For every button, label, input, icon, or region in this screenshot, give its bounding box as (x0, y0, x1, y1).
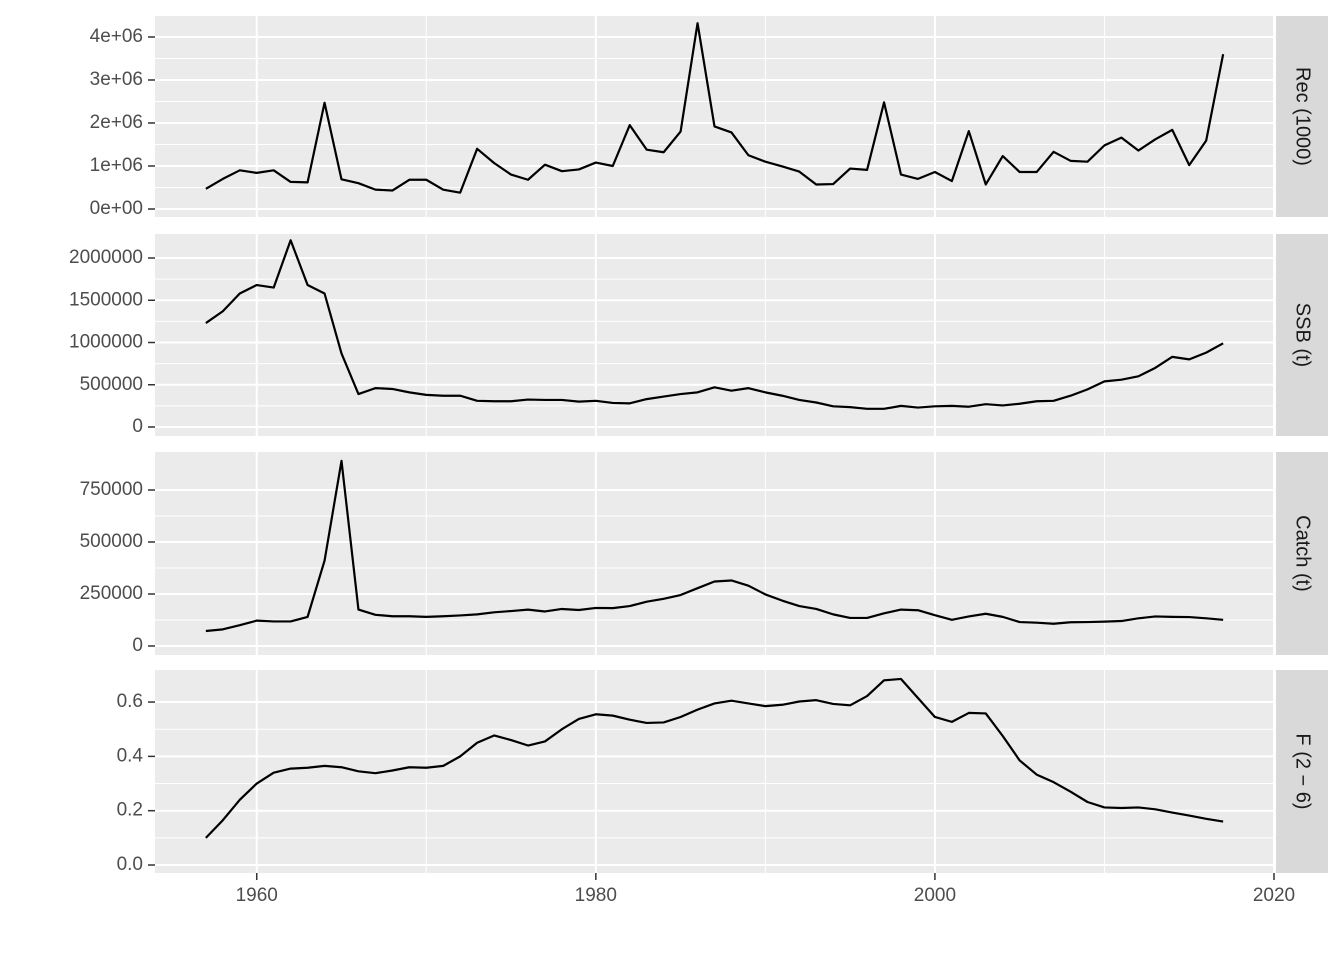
strip-label: F (2 − 6) (1292, 733, 1314, 809)
y-tick-label: 0.2 (117, 800, 143, 821)
y-tick-label: 0.0 (117, 854, 143, 875)
data-line (205, 22, 1225, 194)
x-tick-label: 2020 (1253, 885, 1295, 906)
y-tick-label: 250000 (80, 583, 143, 604)
y-tick-label: 3e+06 (90, 69, 143, 90)
x-tick-label: 2000 (914, 885, 956, 906)
y-tick-label: 1e+06 (90, 155, 143, 176)
data-line (205, 459, 1224, 633)
strip-label: Rec (1000) (1292, 67, 1314, 166)
y-tick-label: 0 (132, 416, 143, 437)
y-tick-label: 2e+06 (90, 112, 143, 133)
panel-background (155, 16, 1274, 217)
y-tick-label: 1500000 (69, 289, 143, 310)
strip-background (1276, 670, 1328, 873)
strip-background (1276, 452, 1328, 655)
strip-label: Catch (t) (1292, 515, 1314, 592)
y-tick-label: 0 (132, 635, 143, 656)
data-line (205, 239, 1224, 410)
y-tick-label: 0.4 (117, 745, 144, 766)
strip-label: SSB (t) (1292, 303, 1314, 367)
y-tick-label: 0e+00 (90, 198, 143, 219)
strip-background (1276, 234, 1328, 436)
y-tick-label: 4e+06 (90, 26, 143, 47)
panel-background (155, 234, 1274, 436)
panel-background (155, 452, 1274, 655)
panel-background (155, 670, 1274, 873)
y-tick-label: 500000 (80, 374, 143, 395)
data-line (205, 677, 1224, 839)
strip-background (1276, 16, 1328, 217)
x-tick-label: 1980 (575, 885, 617, 906)
x-tick-label: 1960 (236, 885, 278, 906)
y-tick-label: 2000000 (69, 247, 143, 268)
y-tick-label: 0.6 (117, 691, 143, 712)
y-tick-label: 1000000 (69, 332, 143, 353)
y-tick-label: 500000 (80, 531, 143, 552)
y-tick-label: 750000 (80, 479, 143, 500)
